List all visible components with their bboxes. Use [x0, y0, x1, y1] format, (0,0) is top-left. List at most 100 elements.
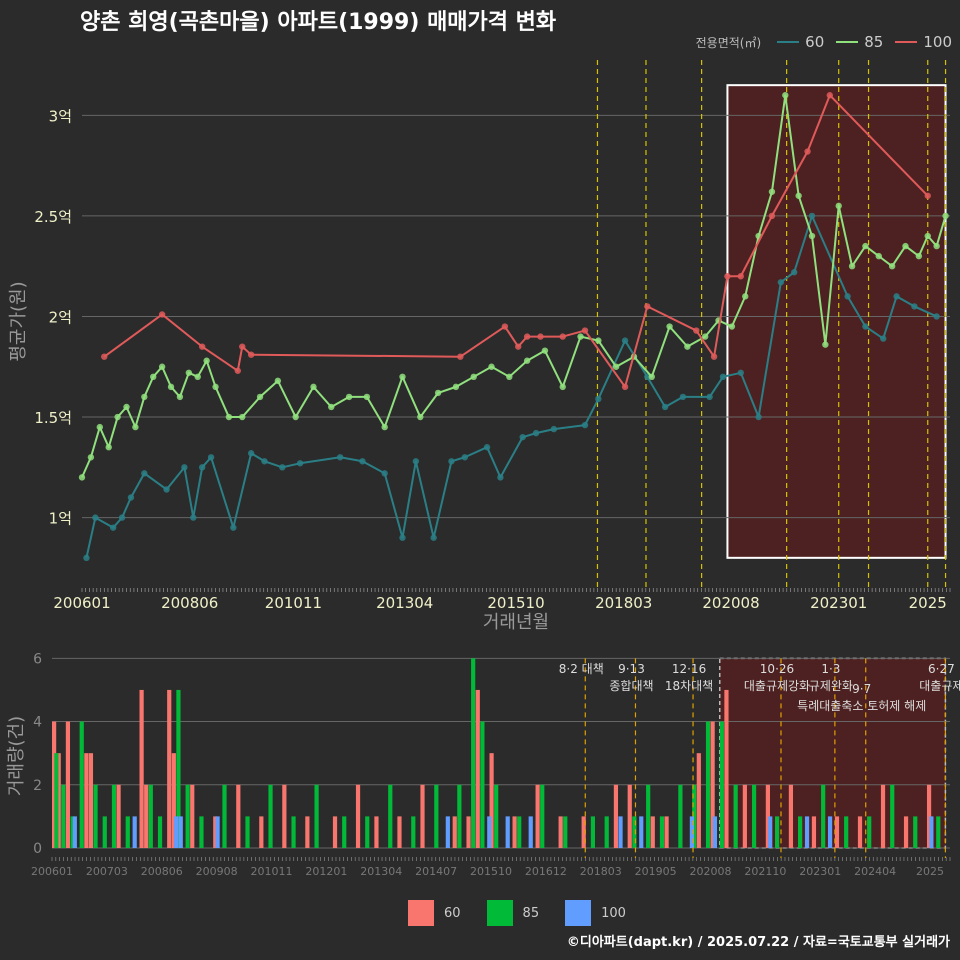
volume-bar-60 [512, 816, 517, 848]
price-point-85 [114, 413, 121, 421]
price-ytick-label: 1.5억 [34, 409, 72, 427]
price-point-85 [158, 363, 166, 370]
volume-bar-85 [659, 816, 665, 848]
legend-item-100: 100 [895, 33, 952, 51]
price-point-85 [933, 242, 940, 250]
volume-bar-85 [70, 816, 75, 848]
area-legend: 전용면적(㎡) 60 85 100 [696, 33, 952, 51]
price-point-60 [719, 373, 727, 381]
volume-bar-60 [305, 816, 310, 848]
volume-bar-85 [692, 784, 697, 848]
volume-bar-85 [457, 784, 462, 848]
volume-bar-100 [618, 816, 623, 848]
price-point-60 [198, 464, 206, 471]
volume-bar-85 [291, 816, 296, 848]
price-point-85 [595, 337, 602, 344]
volume-bar-60 [167, 689, 172, 848]
price-point-85 [399, 373, 406, 381]
volume-bar-60 [857, 816, 863, 848]
legend-label-85: 85 [864, 33, 884, 51]
volume-bar-100 [639, 816, 644, 848]
volume-xtick-label: 200908 [196, 865, 238, 878]
price-xtick-label: 202008 [702, 594, 759, 612]
volume-xtick-label: 200601 [31, 865, 73, 878]
price-point-85 [310, 383, 317, 391]
price-point-60 [118, 514, 126, 521]
price-point-60 [92, 514, 99, 521]
volume-bar-100 [827, 816, 833, 848]
volume-xtick-label: 201407 [415, 865, 457, 878]
volume-bar-85 [102, 816, 107, 848]
price-point-85 [559, 383, 566, 391]
volume-bar-85 [411, 816, 416, 848]
volume-bar-60 [190, 784, 195, 848]
price-point-85 [577, 333, 584, 340]
price-point-85 [345, 393, 353, 401]
volume-bar-85 [93, 784, 98, 848]
legend-label-100: 100 [923, 33, 952, 51]
volume-bar-85 [751, 784, 757, 848]
volume-bar-60 [724, 689, 729, 848]
volume-bar-85 [844, 816, 849, 848]
price-ytick-label: 3억 [49, 107, 72, 125]
volume-xtick-label: 202008 [690, 865, 732, 878]
price-xtick-label: 201510 [487, 594, 544, 612]
price-xtick-label: 200601 [53, 594, 110, 612]
price-point-100 [537, 333, 544, 340]
volume-bar-85 [268, 784, 273, 848]
policy-label-line1: 9·13 [618, 662, 645, 676]
volume-bar-85 [54, 753, 59, 848]
price-point-60 [679, 393, 687, 401]
volume-bar-60 [475, 689, 480, 848]
volume-bar-60 [88, 753, 94, 848]
legend-item-60: 60 [777, 33, 824, 51]
volume-xtick-label: 2025 [916, 865, 944, 878]
volume-bar-85 [494, 784, 499, 848]
price-point-60 [359, 458, 366, 465]
price-ytick-label: 2억 [49, 308, 72, 326]
volume-bar-85 [821, 784, 826, 848]
volume-bar-60 [332, 816, 338, 848]
price-point-100 [523, 333, 531, 340]
price-point-85 [782, 92, 789, 99]
volume-bar-85 [890, 784, 895, 848]
volume-bar-85 [157, 816, 163, 848]
volume-bar-100 [215, 816, 220, 848]
volume-bar-60 [56, 753, 61, 848]
volume-bar-100 [804, 816, 810, 848]
volume-bar-100 [528, 816, 533, 848]
volume-xtick-label: 202110 [744, 865, 786, 878]
volume-bar-85 [125, 816, 130, 848]
price-xtick-label: 201304 [376, 594, 433, 612]
volume-bar-85 [540, 784, 545, 848]
volume-legend: 60 85 100 [408, 900, 640, 926]
price-xtick-label: 200806 [161, 594, 218, 612]
price-point-60 [448, 458, 455, 465]
price-point-100 [101, 353, 108, 360]
price-point-100 [724, 273, 731, 280]
price-point-85 [701, 333, 709, 340]
price-point-85 [328, 403, 335, 411]
price-point-60 [163, 486, 170, 493]
volume-bar-60 [52, 721, 57, 848]
volume-legend-item-60: 60 [408, 900, 461, 926]
price-ytick-label: 1억 [49, 510, 72, 528]
volume-bar-60 [811, 816, 817, 848]
volume-bar-100 [487, 816, 492, 848]
volume-bar-85 [199, 816, 204, 848]
volume-legend-key-60 [408, 900, 434, 926]
price-point-85 [523, 357, 531, 364]
policy-label-line1: 10·26 [760, 662, 794, 676]
volume-bar-60 [834, 816, 840, 848]
price-point-100 [710, 353, 718, 360]
volume-bar-100 [178, 816, 183, 848]
price-point-60 [207, 454, 215, 461]
volume-ylabel: 거래량(건) [6, 716, 27, 796]
volume-ytick-label: 0 [33, 841, 42, 857]
volume-bar-85 [798, 816, 803, 848]
legend-label-60: 60 [805, 33, 825, 51]
volume-bar-85 [434, 784, 439, 848]
price-point-60 [296, 460, 304, 467]
price-point-100 [768, 212, 776, 220]
